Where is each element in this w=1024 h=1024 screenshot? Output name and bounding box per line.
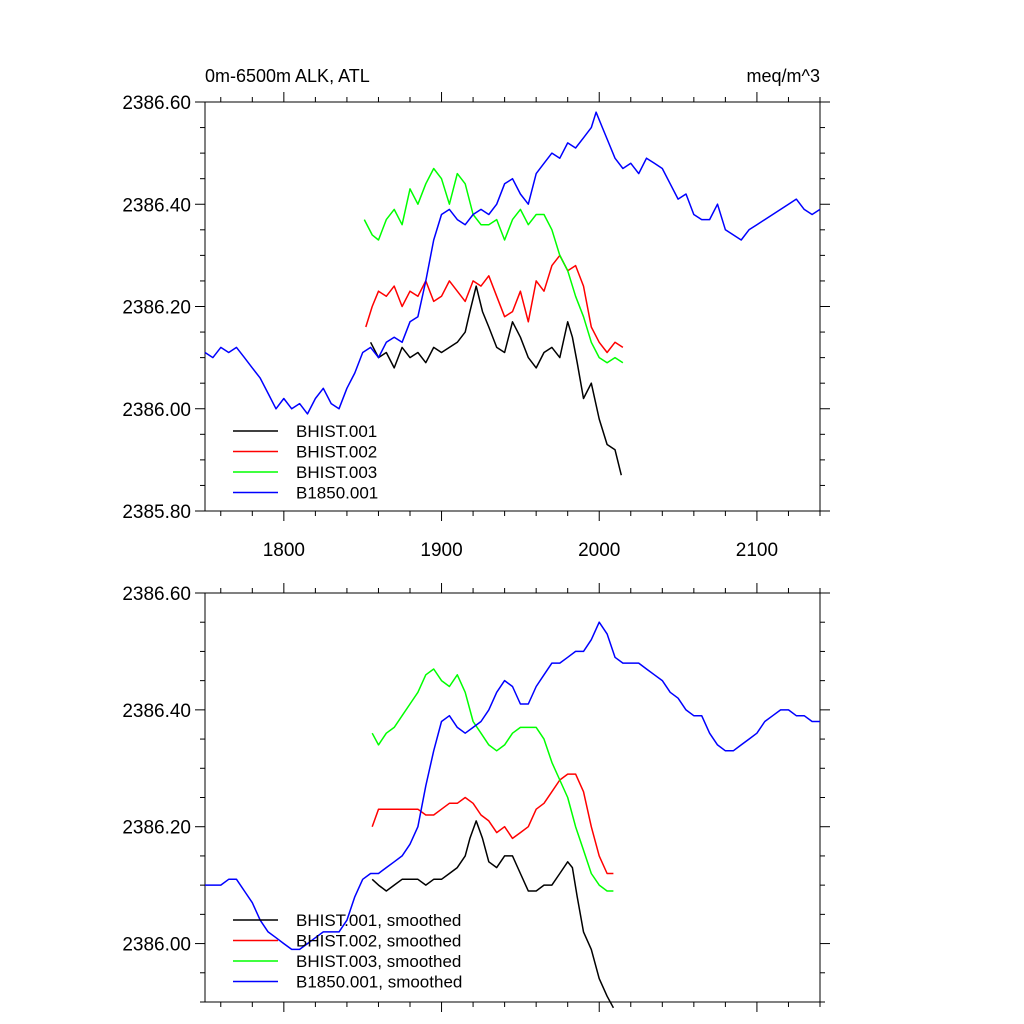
top-axis-ticks <box>195 92 830 521</box>
series-line-bhist-001 <box>369 285 623 476</box>
series-line-bhist-003 <box>363 167 624 364</box>
x-tick-label: 1800 <box>263 540 305 561</box>
legend-label: BHIST.001, smoothed <box>296 911 461 930</box>
y-tick-label: 2386.00 <box>122 935 191 956</box>
bottom-panel: BHIST.001, smoothed BHIST.002, smoothedBH… <box>122 583 830 1012</box>
y-tick-label: 2386.20 <box>122 818 191 839</box>
series-line-b1850-001 <box>205 621 820 951</box>
x-tick-label: 1900 <box>420 540 462 561</box>
y-tick-label: 2386.40 <box>122 195 191 216</box>
y-tick-label: 2386.60 <box>122 93 191 114</box>
legend-label: B1850.001 <box>296 484 378 503</box>
bottom-legend: BHIST.001, smoothed BHIST.002, smoothedBH… <box>233 911 462 992</box>
legend-label: BHIST.001 <box>296 422 377 441</box>
series-line-bhist-002 <box>365 254 624 354</box>
y-tick-label: 2386.20 <box>122 298 191 319</box>
top-series-layer <box>204 111 821 476</box>
top-chart-units: meq/m^3 <box>747 66 820 86</box>
legend-label: BHIST.002 <box>296 443 377 462</box>
series-line-bhist-003 <box>371 668 614 892</box>
y-tick-label: 2385.80 <box>122 502 191 523</box>
top-chart-title: 0m-6500m ALK, ATL <box>205 66 370 86</box>
series-line-bhist-002 <box>371 773 614 875</box>
legend-label: BHIST.003, smoothed <box>296 952 461 971</box>
y-tick-label: 2386.00 <box>122 400 191 421</box>
series-line-bhist-001 <box>371 820 615 1009</box>
legend-label: B1850.001, smoothed <box>296 973 462 992</box>
top-panel: 0m-6500m ALK, ATL meq/m^3 BHIST.001BHIST… <box>122 66 830 561</box>
legend-label: BHIST.003 <box>296 463 377 482</box>
y-tick-label: 2386.60 <box>122 584 191 605</box>
bottom-tick-labels: 2386.00 2386.20 2386.40 2386.60 <box>122 584 191 956</box>
y-tick-label: 2386.40 <box>122 701 191 722</box>
series-line-b1850-001 <box>204 111 821 415</box>
top-tick-labels: 2385.80 2386.00 2386.20 2386.40 2386.60 1800 1… <box>122 93 778 561</box>
bottom-axis-ticks <box>195 583 830 1012</box>
legend-label: BHIST.002, smoothed <box>296 932 461 951</box>
bottom-series-layer <box>205 621 820 1009</box>
x-tick-label: 2100 <box>736 540 778 561</box>
x-tick-label: 2000 <box>578 540 620 561</box>
